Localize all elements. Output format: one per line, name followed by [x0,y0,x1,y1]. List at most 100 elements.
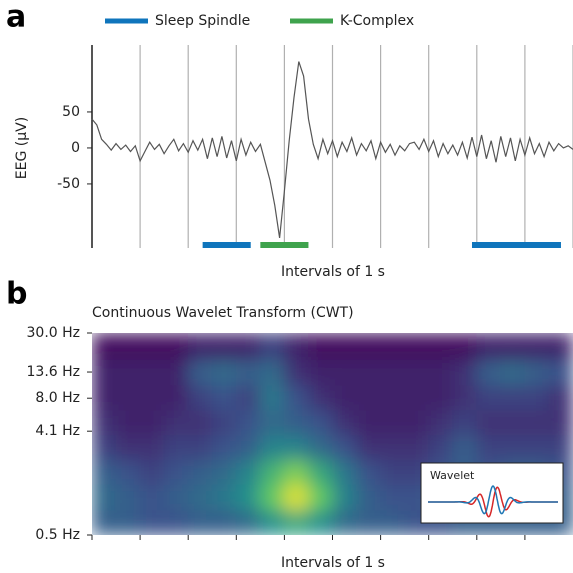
heat-cell [428,434,454,461]
heat-cell [211,409,237,436]
heat-cell [380,409,406,436]
heat-cell [163,384,189,411]
y-tick-label: -50 [57,176,80,192]
y-tick-label: 0.5 Hz [35,527,80,543]
heat-cell [380,358,406,386]
legend-label: K-Complex [340,13,414,29]
heat-cell [428,384,454,411]
heat-cell [356,358,382,386]
y-tick-label: 4.1 Hz [35,423,80,439]
heat-cell [548,333,573,360]
heat-cell [283,384,309,411]
heat-cell [92,509,117,535]
inset-title: Wavelet [430,469,475,482]
heat-cell [235,459,261,485]
heat-cell [356,459,382,485]
heat-cell [356,509,382,535]
heat-cell [404,333,430,360]
heat-cell [548,358,573,386]
heat-cell [163,358,189,386]
heat-cell [187,409,213,436]
heat-cell [115,384,141,411]
heat-cell [211,509,237,535]
heat-cell [259,434,285,461]
heat-cell [259,509,285,535]
heat-cell [428,358,454,386]
heat-cell [476,409,502,436]
heat-cell [235,409,261,436]
heat-cell [452,384,478,411]
x-axis-label: Intervals of 1 s [281,264,385,280]
heat-cell [307,483,333,511]
heat-cell [283,483,309,511]
heat-cell [235,358,261,386]
heat-cell [259,358,285,386]
chart-title: Continuous Wavelet Transform (CWT) [92,305,354,321]
heat-cell [259,333,285,360]
heat-cell [307,459,333,485]
heat-cell [307,384,333,411]
heat-cell [139,409,165,436]
heat-cell [211,333,237,360]
heat-cell [307,358,333,386]
heat-cell [235,509,261,535]
heat-cell [187,358,213,386]
heat-cell [211,483,237,511]
heat-cell [356,483,382,511]
heat-cell [332,483,358,511]
heat-cell [332,358,358,386]
heat-cell [452,409,478,436]
heat-cell [380,333,406,360]
heat-cell [139,459,165,485]
heat-cell [380,483,406,511]
heat-cell [524,384,550,411]
heat-cell [163,459,189,485]
heat-cell [452,333,478,360]
heat-cell [92,409,117,436]
y-tick-label: 8.0 Hz [35,390,80,406]
heat-cell [187,434,213,461]
heat-cell [235,384,261,411]
heat-cell [283,434,309,461]
heat-cell [163,333,189,360]
heat-cell [211,384,237,411]
heat-cell [163,509,189,535]
heat-cell [259,459,285,485]
heat-cell [283,459,309,485]
heat-cell [404,409,430,436]
heat-cell [332,333,358,360]
heat-cell [259,409,285,436]
heat-cell [500,384,526,411]
y-tick-label: 0 [71,140,80,156]
heat-cell [92,483,117,511]
heat-cell [92,459,117,485]
heat-cell [452,434,478,461]
heat-cell [476,333,502,360]
heat-cell [283,333,309,360]
heat-cell [115,358,141,386]
heat-cell [163,409,189,436]
heat-cell [187,483,213,511]
heat-cell [211,358,237,386]
heat-cell [163,483,189,511]
heat-cell [452,358,478,386]
heat-cell [115,434,141,461]
panel-label: b [6,277,27,312]
heat-cell [92,333,117,360]
heat-cell [356,434,382,461]
heat-cell [332,509,358,535]
heat-cell [380,384,406,411]
heat-cell [548,409,573,436]
heat-cell [139,384,165,411]
heat-cell [548,384,573,411]
heat-cell [115,483,141,511]
heat-cell [139,483,165,511]
heat-cell [259,384,285,411]
y-axis-label: EEG (μV) [14,117,30,179]
heat-cell [92,358,117,386]
heat-cell [187,509,213,535]
heat-cell [476,384,502,411]
heat-cell [524,358,550,386]
